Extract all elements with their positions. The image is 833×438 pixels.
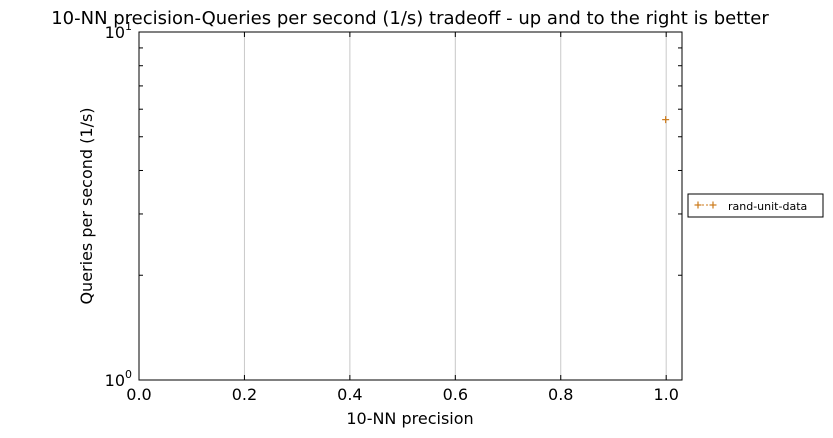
data-points (662, 116, 670, 124)
x-tick-label: 0.4 (337, 385, 362, 404)
plot-area (138, 31, 683, 381)
x-tick-label: 0.0 (126, 385, 151, 404)
legend-label: rand-unit-data (728, 200, 807, 213)
axis-ticks (138, 31, 682, 381)
x-tick-labels: 0.0 0.2 0.4 0.6 0.8 1.0 (126, 385, 679, 404)
data-point (662, 116, 670, 124)
y-tick-labels: 100 101 (105, 20, 132, 390)
legend-frame (687, 193, 824, 218)
x-tick-label: 0.6 (443, 385, 468, 404)
y-tick-label: 100 (105, 368, 132, 390)
x-tick-label: 0.8 (548, 385, 573, 404)
y-tick-label: 101 (105, 20, 132, 42)
grid-lines (243, 32, 667, 380)
legend: rand-unit-data (687, 193, 824, 218)
x-tick-label: 0.2 (232, 385, 257, 404)
x-axis-label: 10-NN precision (346, 409, 473, 428)
x-tick-label: 1.0 (653, 385, 678, 404)
y-axis-label: Queries per second (1/s) (77, 107, 96, 304)
legend-marker-icon (694, 201, 717, 209)
chart-title: 10-NN precision-Queries per second (1/s)… (51, 8, 769, 29)
